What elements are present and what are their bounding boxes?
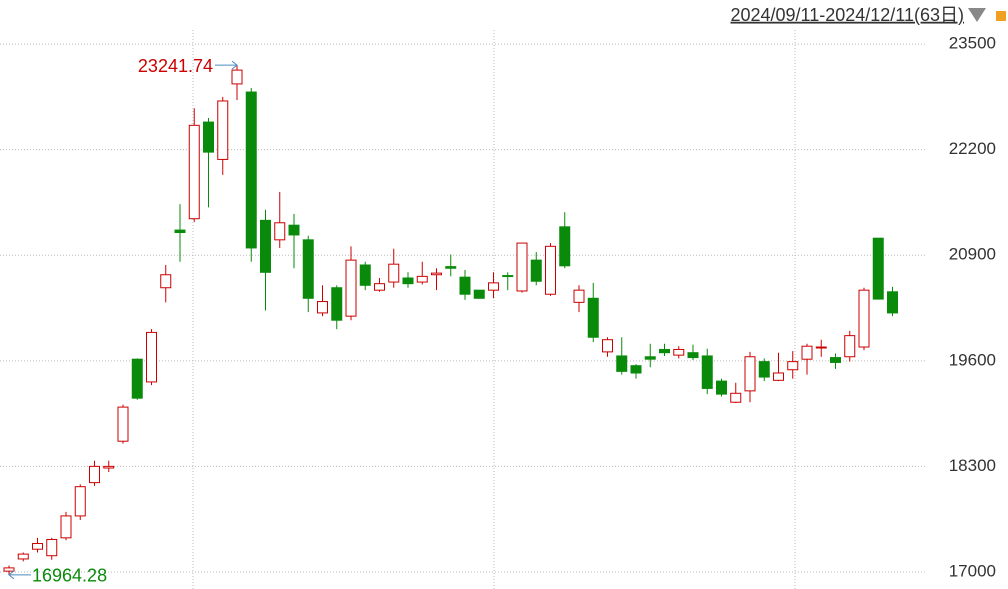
candle-body xyxy=(602,339,613,353)
candle-body xyxy=(844,335,856,358)
icon[interactable] xyxy=(996,11,1006,21)
candle-body xyxy=(217,100,229,160)
candle-body xyxy=(288,224,300,236)
candle-body xyxy=(416,275,428,283)
candle-body xyxy=(644,356,656,360)
candle-body xyxy=(473,289,485,299)
annotation-arrowhead xyxy=(8,570,15,580)
candle-body xyxy=(117,406,129,442)
candle-body xyxy=(801,345,813,360)
candle-body xyxy=(274,222,286,241)
candle-body xyxy=(872,237,884,300)
y-tick-label: 20900 xyxy=(949,245,996,264)
date-range[interactable]: 2024/09/11-2024/12/11(63日) xyxy=(730,5,964,25)
annotation-arrowhead xyxy=(231,60,238,70)
candle-body xyxy=(331,287,343,321)
candle-body xyxy=(701,355,713,389)
candle-body xyxy=(146,331,157,383)
candle-body xyxy=(374,283,385,291)
candle-body xyxy=(345,259,357,317)
candle-body xyxy=(431,272,442,276)
candle-body xyxy=(630,365,642,374)
candle-body xyxy=(103,465,115,469)
candle-body xyxy=(302,239,314,299)
candle-body xyxy=(131,358,143,399)
candle-body xyxy=(815,346,827,349)
candle-body xyxy=(459,276,471,295)
candle-body xyxy=(317,301,328,314)
candle-body xyxy=(46,538,58,557)
y-tick-label: 19600 xyxy=(949,350,996,369)
y-tick-label: 18300 xyxy=(949,456,996,475)
y-tick-label: 23500 xyxy=(949,34,996,53)
candle-body xyxy=(730,392,742,403)
dropdown-arrow[interactable] xyxy=(968,8,986,22)
candle-body xyxy=(402,277,414,285)
candle-body xyxy=(60,515,72,539)
candle-body xyxy=(758,361,770,378)
candle-body xyxy=(516,242,528,292)
max-label: 23241.74 xyxy=(138,56,213,76)
y-tick-label: 22200 xyxy=(949,139,996,158)
candle-body xyxy=(488,282,499,291)
candle-body xyxy=(787,361,799,371)
candle-body xyxy=(573,289,585,303)
candle-body xyxy=(716,380,727,395)
candle-body xyxy=(559,226,571,267)
candle-body xyxy=(830,357,841,363)
candle-body xyxy=(160,274,172,289)
candle-body xyxy=(673,348,685,356)
candle-body xyxy=(744,356,756,392)
candle-body xyxy=(616,355,628,372)
candle-body xyxy=(530,259,542,282)
candle-body xyxy=(188,124,200,220)
candle-body xyxy=(587,297,599,338)
candle-body xyxy=(502,275,514,278)
candle-body xyxy=(773,372,784,381)
candle-body xyxy=(445,266,457,269)
candle-body xyxy=(659,348,670,354)
candle-body xyxy=(545,245,556,295)
candle-body xyxy=(245,91,257,249)
candle-body xyxy=(388,263,400,283)
candle-body xyxy=(231,69,243,85)
candle-body xyxy=(17,553,29,560)
candle-body xyxy=(3,567,15,572)
candle-body xyxy=(359,264,371,286)
min-label: 16964.28 xyxy=(32,566,107,586)
candle-body xyxy=(32,543,43,550)
candle-body xyxy=(260,219,271,273)
y-tick-label: 17000 xyxy=(949,561,996,580)
candle-body xyxy=(687,352,699,359)
candle-body xyxy=(203,121,214,153)
candle-body xyxy=(858,289,870,348)
candle-body xyxy=(887,291,898,314)
candle-body xyxy=(89,465,100,484)
candle-body xyxy=(74,486,86,517)
candle-body xyxy=(174,229,186,234)
